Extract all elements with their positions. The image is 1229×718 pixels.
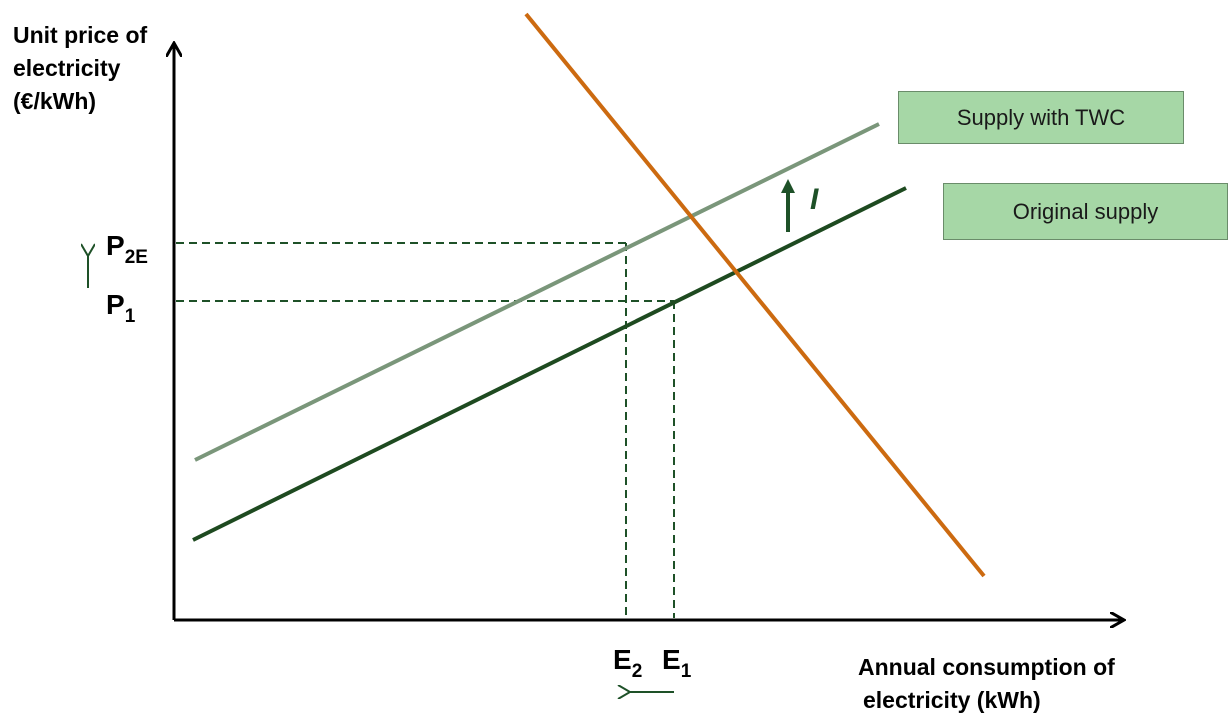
y-axis-title: Unit price of electricity (€/kWh) xyxy=(13,22,154,114)
supply-with-twc-line xyxy=(194,122,880,462)
quantity-label-e1: E1 xyxy=(662,644,692,682)
price-label-p1: P1 xyxy=(106,289,136,327)
original-supply-line xyxy=(192,186,907,542)
guide-lines xyxy=(176,242,675,618)
price-label-p2e: P2E xyxy=(106,230,148,268)
legend-supply-with-twc: Supply with TWC xyxy=(898,91,1184,144)
x-axis-title: Annual consumption of electricity (kWh) xyxy=(858,654,1121,713)
quantity-label-e2: E2 xyxy=(613,644,642,682)
legend-supply-with-twc-label: Supply with TWC xyxy=(956,104,1126,130)
legend-original-supply: Original supply xyxy=(943,183,1228,240)
supply-shift-label: I xyxy=(810,183,819,216)
legend-original-supply-label: Original supply xyxy=(1012,198,1159,224)
demand-line xyxy=(524,12,986,578)
